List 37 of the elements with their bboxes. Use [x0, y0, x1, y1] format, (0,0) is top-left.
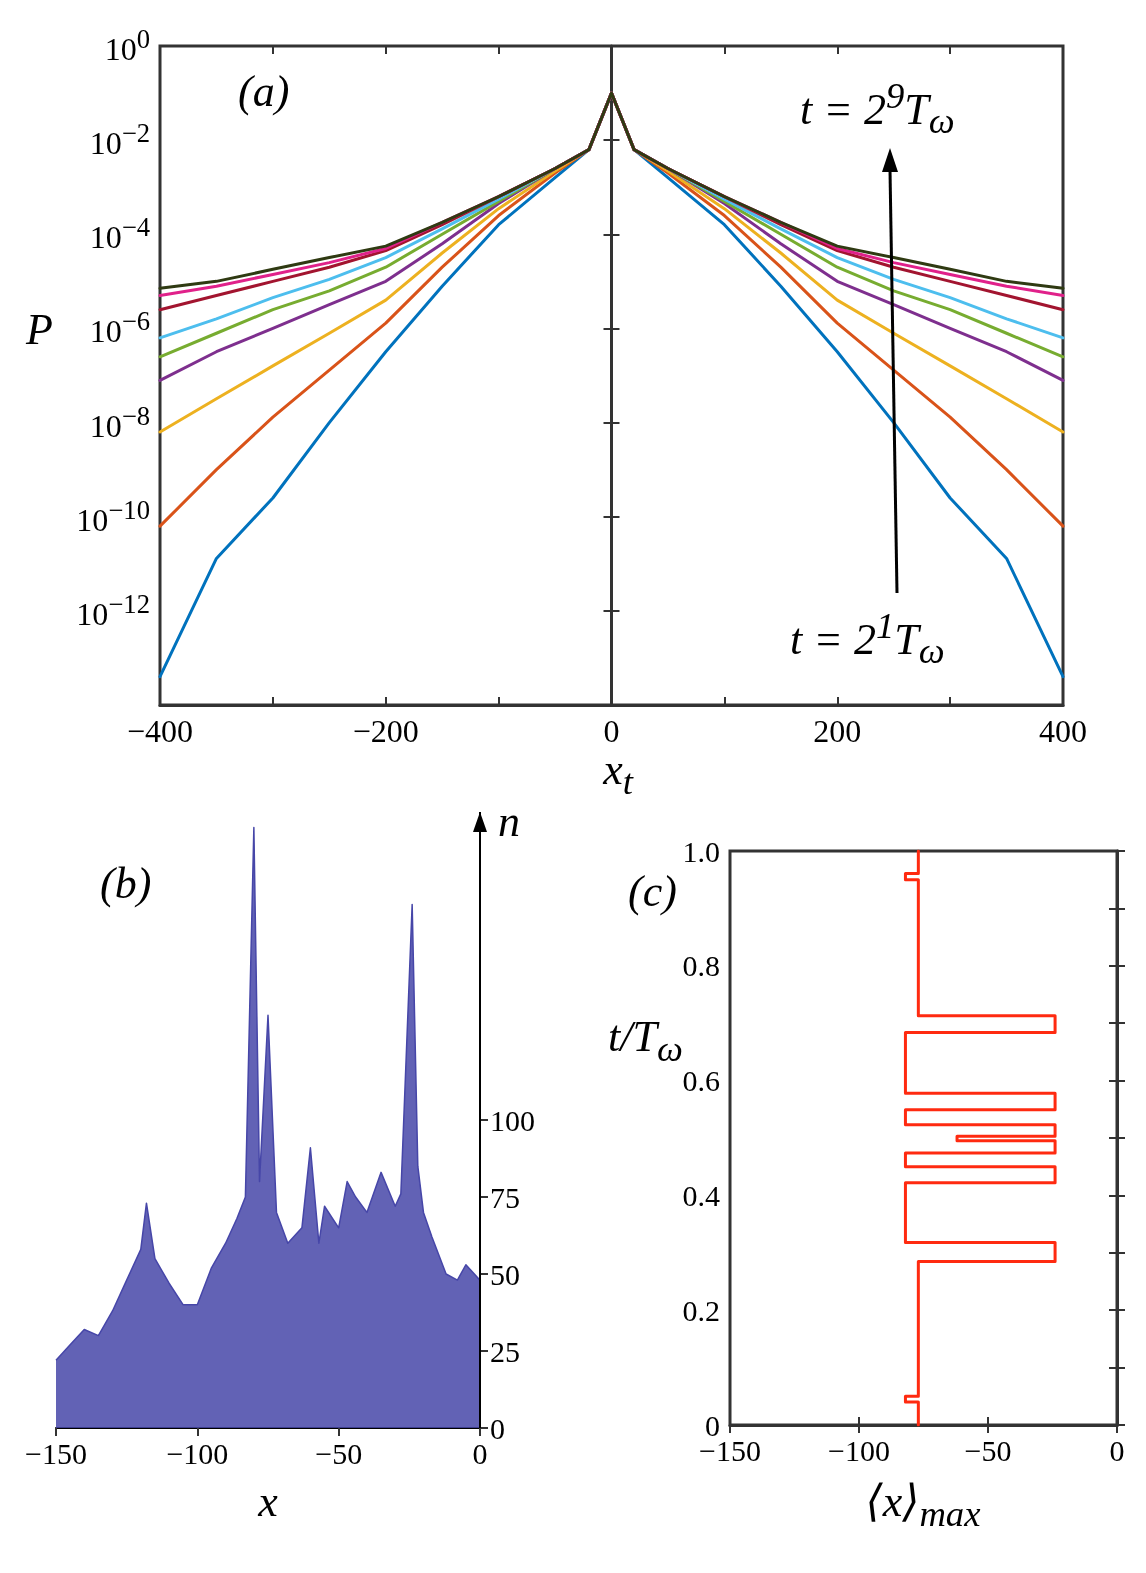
annotation: (a): [238, 67, 290, 117]
x-tick-label: 400: [1039, 713, 1087, 749]
y-tick-label: 10$^{−4}$: [89, 212, 150, 256]
y-tick-label: 10$^{−2}$: [89, 118, 150, 162]
x-axis-title: x: [258, 1477, 278, 1527]
y-tick-label: 1.0: [682, 834, 720, 868]
x-tick-label: 0: [1109, 1433, 1125, 1467]
y-tick-label: 50: [490, 1257, 520, 1291]
x-tick-label: −200: [352, 713, 419, 749]
annotation: t = 2$^{9}$T$_{ω}$: [800, 75, 955, 142]
y-axis-title: P: [26, 305, 53, 355]
text: (c): [628, 867, 677, 917]
y-tick-label: 10$^{−6}$: [89, 306, 150, 350]
y-axis-title: t/T$_{ω}$: [608, 1012, 683, 1070]
annotation: t = 2$^{1}$T$_{ω}$: [790, 605, 945, 672]
x-axis-title: ⟨x⟩$_{max}$: [865, 1477, 981, 1535]
y-tick-label: 10$^{0}$: [104, 24, 150, 67]
y-axis-title: n: [498, 797, 520, 847]
y-tick-label: 0.2: [682, 1293, 720, 1327]
y-tick-label: 25: [490, 1334, 520, 1368]
y-tick-label: 100: [490, 1103, 535, 1137]
x-tick-label: −400: [126, 713, 194, 749]
x-tick-label: −100: [166, 1436, 229, 1470]
y-tick-label: 10$^{−8}$: [89, 400, 150, 444]
x-tick-label: −50: [315, 1436, 363, 1470]
y-tick-label: 10$^{−12}$: [76, 588, 150, 632]
annotation: (b): [100, 859, 152, 909]
y-tick-label: 0: [490, 1411, 505, 1445]
y-tick-label: 0.6: [682, 1064, 720, 1098]
y-tick-label: 10$^{−10}$: [76, 494, 150, 538]
x-tick-label: −150: [25, 1436, 87, 1470]
y-tick-label: 0.4: [682, 1178, 720, 1212]
x-tick-label: 200: [813, 713, 862, 749]
x-tick-label: −50: [964, 1433, 1012, 1467]
x-tick-label: −100: [828, 1433, 890, 1467]
y-tick-label: 0.8: [682, 949, 720, 983]
y-tick-label: 75: [490, 1180, 520, 1214]
